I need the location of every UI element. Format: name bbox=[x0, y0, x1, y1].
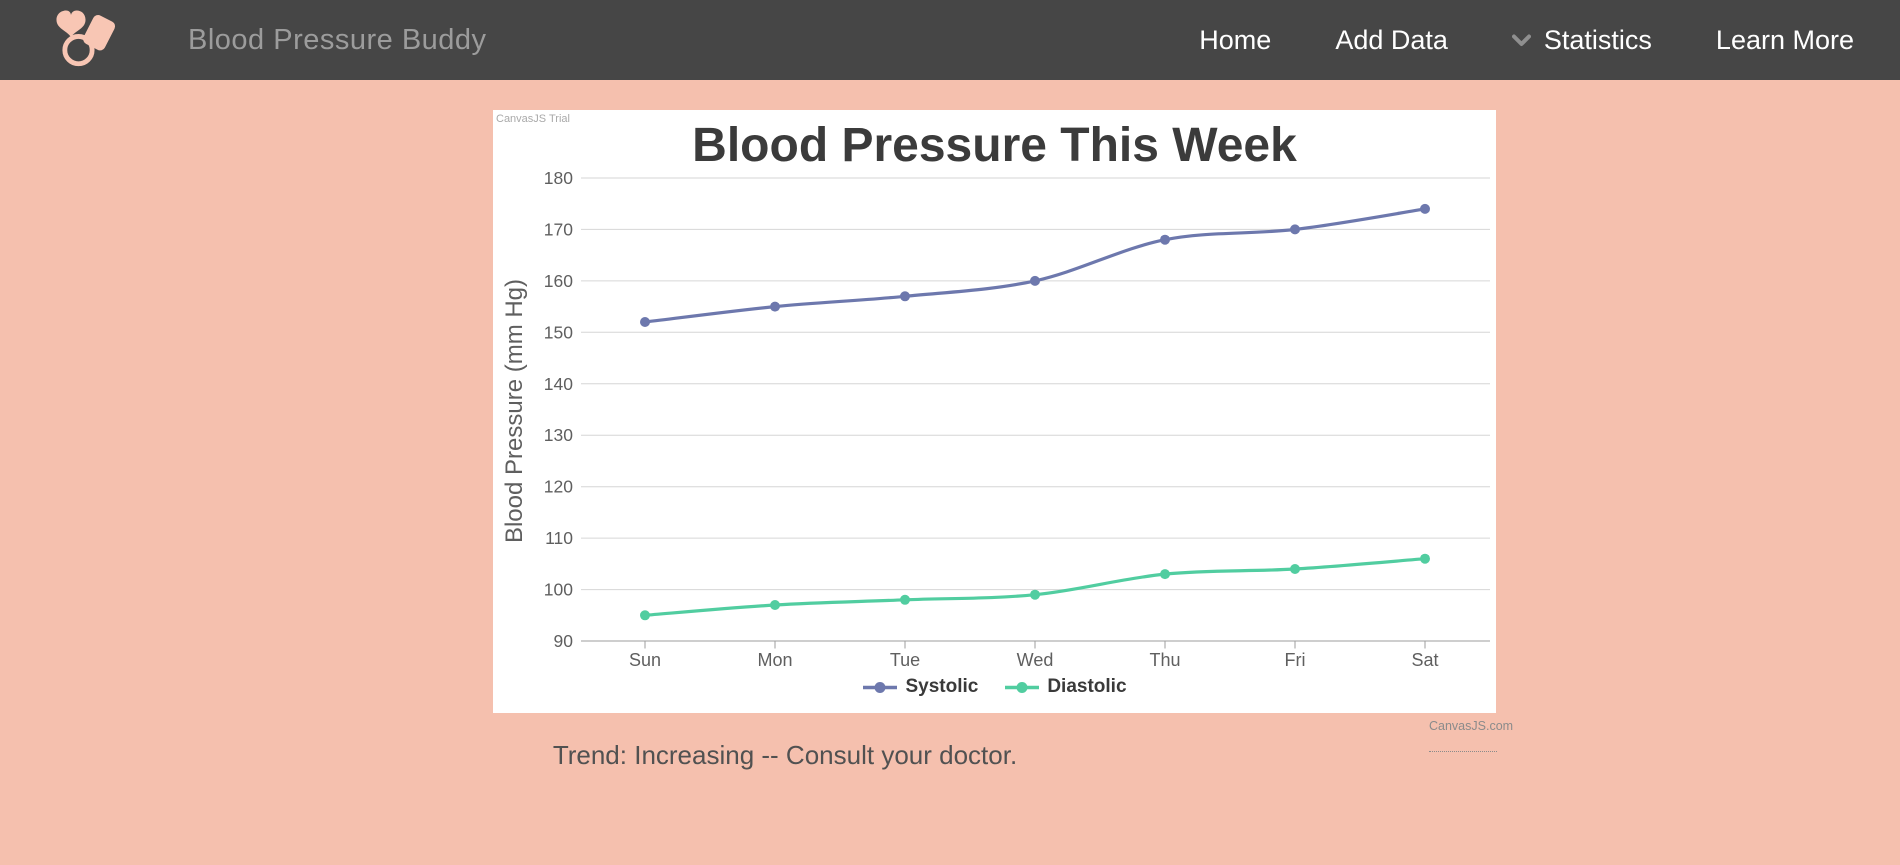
data-point-systolic bbox=[900, 291, 910, 302]
canvasjs-credit-link[interactable]: CanvasJS.com bbox=[1429, 719, 1514, 733]
data-point-systolic bbox=[1030, 275, 1040, 286]
x-tick-label: Mon bbox=[757, 650, 792, 670]
legend-item-diastolic[interactable]: Diastolic bbox=[1004, 676, 1127, 698]
legend-marker-diastolic-icon bbox=[1005, 681, 1040, 693]
chart-title: Blood Pressure This Week bbox=[692, 119, 1297, 172]
data-point-diastolic bbox=[640, 610, 650, 621]
blood-pressure-chart-card: CanvasJS Trial Blood Pressure This Week … bbox=[493, 110, 1496, 713]
y-tick-label: 120 bbox=[544, 477, 573, 497]
data-point-systolic bbox=[770, 301, 780, 312]
y-axis-title: Blood Pressure (mm Hg) bbox=[501, 278, 528, 544]
data-point-diastolic bbox=[770, 600, 780, 610]
data-point-diastolic bbox=[1420, 553, 1430, 564]
x-tick-label: Fri bbox=[1285, 650, 1306, 670]
cuff-tube-icon bbox=[62, 34, 95, 67]
heart-icon bbox=[56, 10, 86, 37]
legend-label-diastolic: Diastolic bbox=[1047, 676, 1127, 697]
data-point-systolic bbox=[1160, 234, 1170, 245]
cuff-icon bbox=[83, 15, 116, 51]
nav-links: Home Add Data Statistics Learn More bbox=[1199, 25, 1900, 56]
trend-note: Trend: Increasing -- Consult your doctor… bbox=[552, 740, 1018, 770]
nav-link-statistics[interactable]: Statistics bbox=[1511, 24, 1652, 56]
chart-legend: Systolic Diastolic bbox=[493, 676, 1496, 698]
x-tick-label: Sun bbox=[629, 650, 661, 670]
credit-underline bbox=[1429, 751, 1497, 752]
legend-marker-systolic-icon bbox=[863, 681, 898, 693]
series-line-diastolic bbox=[643, 557, 1427, 617]
y-tick-label: 150 bbox=[544, 322, 573, 342]
nav-link-home-label: Home bbox=[1199, 24, 1272, 55]
data-point-systolic bbox=[1420, 203, 1430, 214]
x-tick-label: Wed bbox=[1017, 650, 1054, 670]
y-tick-label: 100 bbox=[544, 580, 573, 600]
brand-title: Blood Pressure Buddy bbox=[188, 23, 487, 56]
nav-link-statistics-label: Statistics bbox=[1543, 24, 1652, 55]
data-point-systolic bbox=[640, 317, 650, 327]
legend-label-systolic: Systolic bbox=[905, 676, 979, 697]
y-tick-label: 110 bbox=[545, 528, 573, 548]
nav-link-home[interactable]: Home bbox=[1199, 25, 1271, 56]
y-tick-label: 90 bbox=[554, 631, 574, 651]
data-point-systolic bbox=[1290, 224, 1300, 235]
y-tick-label: 180 bbox=[544, 168, 573, 188]
nav-link-learn-more-label: Learn More bbox=[1715, 24, 1854, 55]
data-point-diastolic bbox=[900, 594, 910, 605]
x-tick-label: Tue bbox=[890, 650, 920, 670]
x-tick-label: Sat bbox=[1411, 650, 1438, 670]
chevron-down-icon bbox=[1511, 34, 1531, 46]
nav-link-learn-more[interactable]: Learn More bbox=[1716, 25, 1854, 56]
canvasjs-trial-watermark: CanvasJS Trial bbox=[496, 113, 570, 125]
series-line-systolic bbox=[643, 207, 1427, 324]
y-tick-label: 170 bbox=[544, 219, 573, 239]
navbar: Blood Pressure Buddy Home Add Data Stati… bbox=[0, 0, 1900, 80]
chart-plot-area: 90 100 110 120 130 140 150 160 170 180 Sun Mon Tue We… bbox=[544, 168, 1490, 670]
nav-link-add-data[interactable]: Add Data bbox=[1335, 25, 1448, 56]
data-point-diastolic bbox=[1160, 569, 1170, 580]
data-point-diastolic bbox=[1030, 589, 1040, 600]
x-tick-label: Thu bbox=[1149, 650, 1180, 670]
data-point-diastolic bbox=[1290, 564, 1300, 574]
y-tick-label: 140 bbox=[544, 374, 573, 394]
y-tick-label: 130 bbox=[544, 425, 573, 445]
nav-link-add-data-label: Add Data bbox=[1335, 24, 1448, 55]
legend-item-systolic[interactable]: Systolic bbox=[862, 676, 978, 698]
y-tick-label: 160 bbox=[544, 271, 573, 291]
heart-bp-cuff-logo-icon bbox=[56, 10, 116, 67]
